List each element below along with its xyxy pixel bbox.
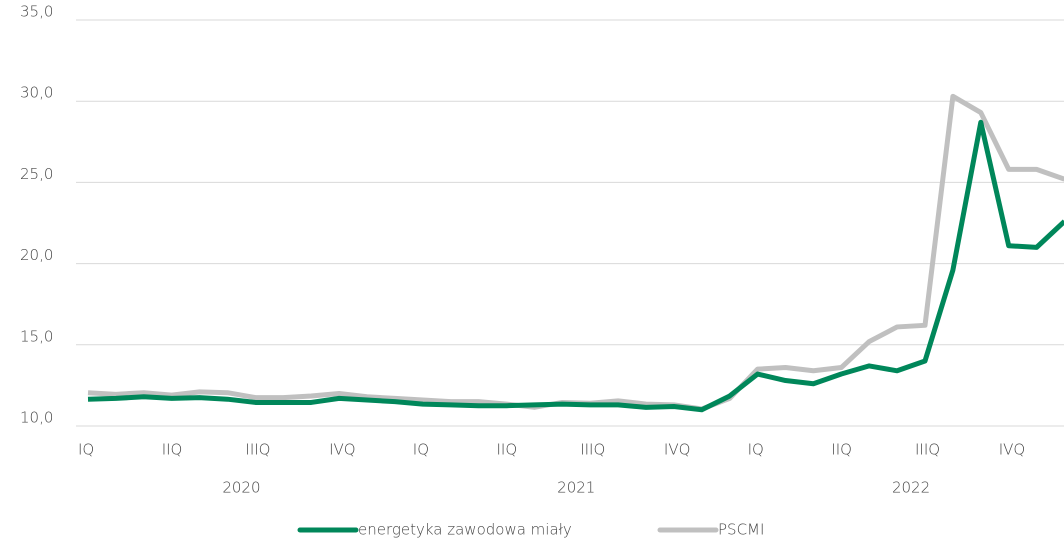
y-tick-label: 10,0: [20, 409, 53, 427]
x-tick-label: IVQ: [664, 441, 691, 459]
year-label: 2020: [222, 479, 260, 497]
y-tick-label: 20,0: [20, 246, 53, 264]
x-tick-label: IIQ: [162, 441, 183, 459]
line: [87, 119, 1064, 413]
x-tick-label: IQ: [748, 441, 764, 459]
y-tick-label: 35,0: [20, 3, 53, 21]
legend-label: energetyka zawodowa miały: [358, 521, 572, 539]
x-tick-label: IIIQ: [245, 441, 270, 459]
x-tick-label: IQ: [413, 441, 429, 459]
y-tick-label: 30,0: [20, 84, 53, 102]
x-tick-label: IIQ: [497, 441, 518, 459]
year-label: 2022: [892, 479, 930, 497]
y-tick-label: 15,0: [20, 327, 53, 345]
legend-label: PSCMI: [718, 521, 764, 539]
x-tick-label: IIQ: [831, 441, 852, 459]
y-tick-label: 25,0: [20, 165, 53, 183]
x-tick-label: IVQ: [329, 441, 356, 459]
year-label: 2021: [557, 479, 595, 497]
x-tick-label: IIIQ: [580, 441, 605, 459]
x-tick-label: IIIQ: [915, 441, 940, 459]
x-tick-label: IQ: [78, 441, 94, 459]
x-tick-label: IVQ: [999, 441, 1025, 459]
